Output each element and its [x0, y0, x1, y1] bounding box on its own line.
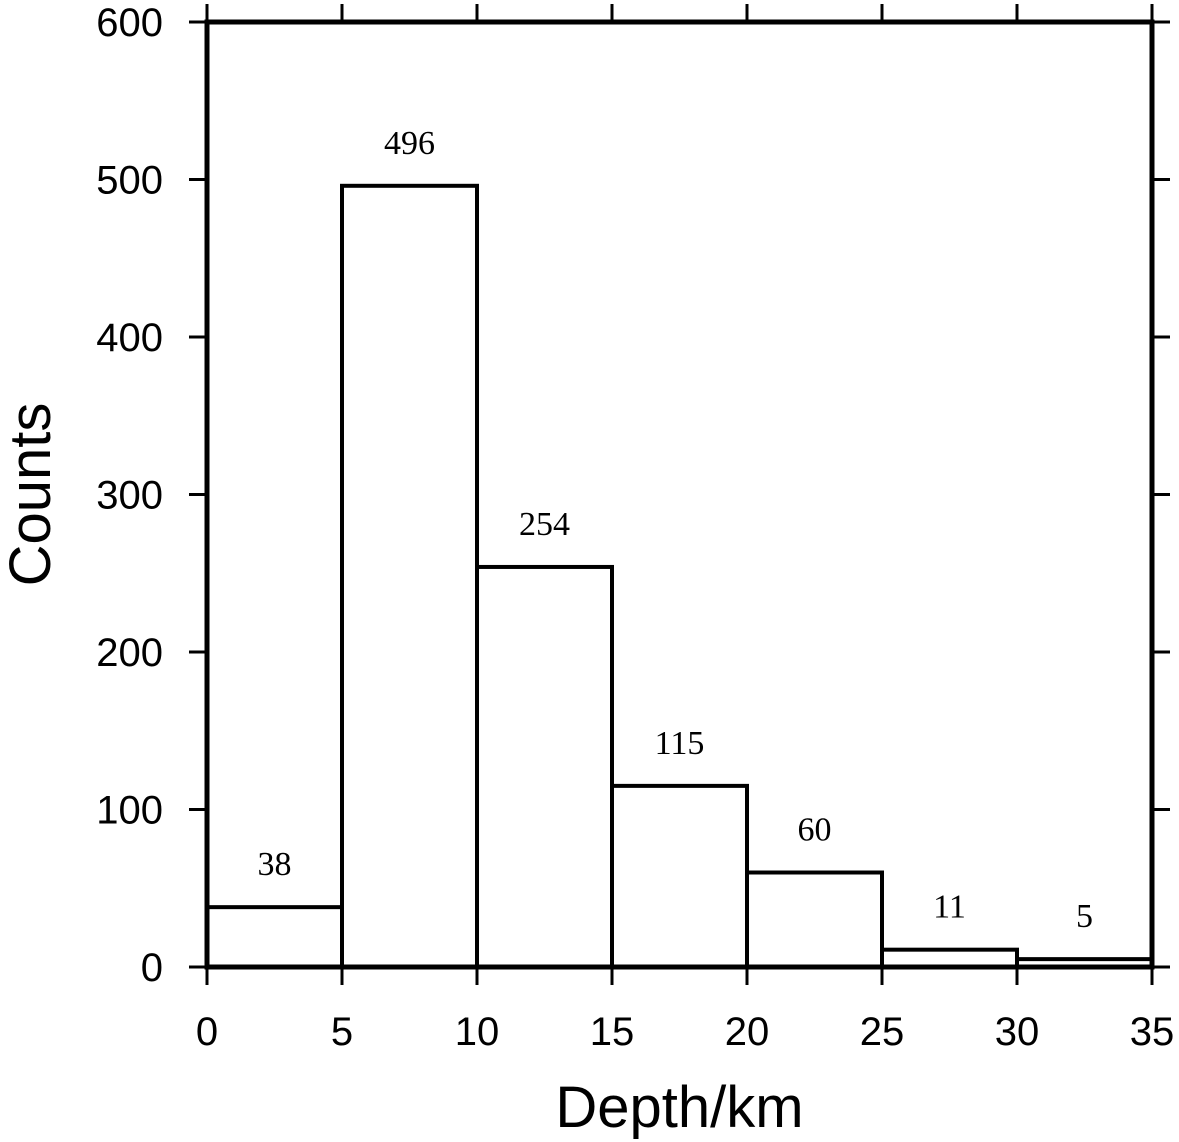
bar-value-label: 254 — [519, 506, 570, 543]
x-tick-label: 10 — [455, 1010, 500, 1054]
x-axis-title: Depth/km — [555, 1075, 803, 1140]
x-tick-label: 20 — [725, 1010, 770, 1054]
bar-value-label: 496 — [384, 125, 435, 162]
x-tick-label: 5 — [331, 1010, 353, 1054]
bar-0-5km — [205, 905, 344, 970]
y-tick-label: 500 — [96, 159, 163, 203]
bar-15-20km — [610, 783, 749, 969]
y-tick-label: 300 — [96, 474, 163, 518]
x-tick-label: 35 — [1130, 1010, 1175, 1054]
bars-layer — [205, 183, 1154, 970]
x-tick-label: 15 — [590, 1010, 635, 1054]
bar-value-label: 38 — [258, 846, 292, 883]
y-tick-label: 400 — [96, 316, 163, 360]
bar-value-label: 5 — [1076, 898, 1093, 935]
bar-20-25km — [745, 870, 884, 969]
tick-labels-layer: 0 5 10 15 20 25 30 35 0 100 200 300 400 500 600 — [96, 1, 1174, 1054]
y-tick-label: 600 — [96, 1, 163, 45]
x-tick-label: 0 — [196, 1010, 218, 1054]
bar-value-label: 11 — [933, 889, 966, 926]
y-tick-label: 200 — [96, 631, 163, 675]
bar-5-10km — [340, 183, 479, 970]
bar-10-15km — [475, 564, 614, 969]
bar-25-30km — [880, 947, 1019, 969]
y-tick-label: 100 — [96, 789, 163, 833]
y-axis-title: Counts — [0, 403, 63, 587]
bar-value-label: 115 — [655, 725, 705, 762]
y-tick-label: 0 — [141, 946, 163, 990]
x-tick-label: 25 — [860, 1010, 905, 1054]
bar-value-label: 60 — [798, 812, 832, 849]
ticks-layer — [189, 4, 1170, 985]
x-tick-label: 30 — [995, 1010, 1040, 1054]
